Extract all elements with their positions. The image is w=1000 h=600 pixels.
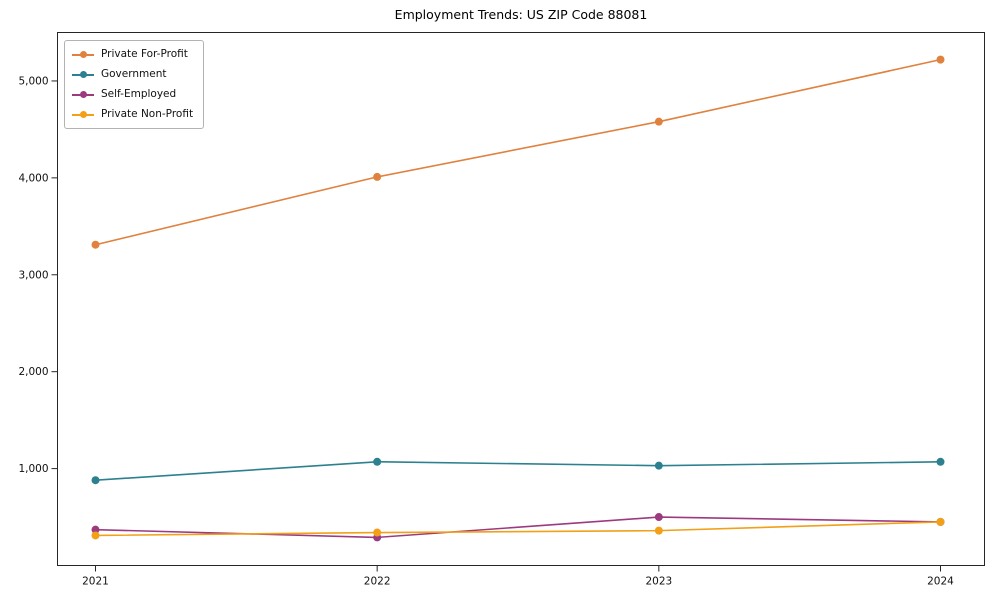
series-marker [91,240,100,249]
y-tick-label: 5,000 [18,75,48,87]
legend-marker-government [72,69,94,80]
series-marker [91,525,100,534]
plot-border [57,32,985,566]
legend-item: Private For-Profit [72,47,193,62]
x-tick-label: 2022 [364,576,391,588]
legend-marker-private-non-profit [72,109,94,120]
series-marker [373,528,382,537]
y-tick-label: 1,000 [18,463,48,475]
chart-title: Employment Trends: US ZIP Code 88081 [394,7,648,22]
series-line [95,521,941,537]
series-marker [91,476,100,485]
series-marker [654,526,663,535]
series-marker [373,457,382,466]
series-line [95,461,941,482]
series-marker [936,457,945,466]
legend-marker-self-employed [72,89,94,100]
series-marker [91,531,100,540]
legend-item: Self-Employed [72,87,193,102]
series-marker [654,461,663,470]
legend-label-self-employed: Self-Employed [101,88,177,101]
y-tick-label: 3,000 [18,269,48,281]
x-tick-label: 2021 [82,576,109,588]
legend-item: Private Non-Profit [72,107,193,122]
legend-item: Government [72,67,193,82]
series-line [95,58,941,246]
series-marker [936,55,945,64]
legend-marker-private-for-profit [72,49,94,60]
series-marker [654,117,663,126]
series-marker [936,517,945,526]
legend-label-private-non-profit: Private Non-Profit [101,108,194,121]
legend: Private For-Profit Government Self-Emplo… [64,40,205,129]
y-tick-label: 2,000 [18,366,48,378]
legend-label-private-for-profit: Private For-Profit [101,48,188,61]
series-marker [654,513,663,522]
x-tick-label: 2023 [645,576,672,588]
y-tick-label: 4,000 [18,172,48,184]
x-tick-label: 2024 [927,576,954,588]
legend-label-government: Government [101,68,167,81]
series-marker [373,172,382,181]
